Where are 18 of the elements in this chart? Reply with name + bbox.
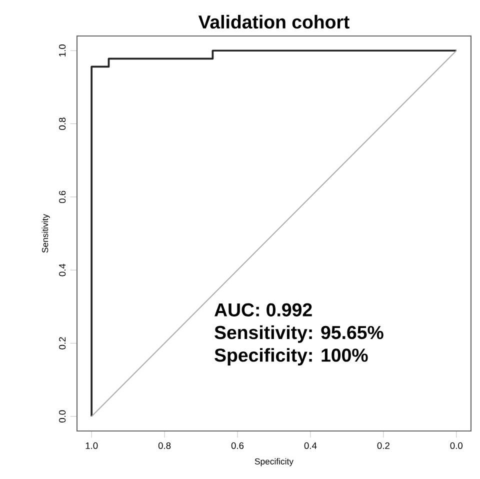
y-tick-label: 0.2 xyxy=(59,337,66,350)
annotation: Sensitivity: 95.65% xyxy=(214,325,384,343)
x-axis-title: Specificity xyxy=(254,458,294,466)
x-tick-label: 1.0 xyxy=(86,442,98,449)
chart-title: Validation cohort xyxy=(198,14,350,29)
x-tick-label: 0.2 xyxy=(377,442,390,449)
x-tick-label: 0.8 xyxy=(158,442,171,449)
y-tick-label: 0.0 xyxy=(59,410,66,422)
y-tick-label: 0.8 xyxy=(59,118,66,130)
x-tick-label: 0.6 xyxy=(231,442,244,449)
x-tick-label: 0.0 xyxy=(450,442,463,449)
y-tick-label: 0.4 xyxy=(59,264,66,276)
x-tick-label: 0.4 xyxy=(304,442,317,449)
annotation: Specificity: 100% xyxy=(214,348,368,366)
annotation: AUC: 0.992 xyxy=(214,303,312,316)
y-tick-label: 1.0 xyxy=(59,44,66,56)
y-tick-label: 0.6 xyxy=(59,190,66,204)
y-axis-title: Sensitivity xyxy=(42,214,50,253)
